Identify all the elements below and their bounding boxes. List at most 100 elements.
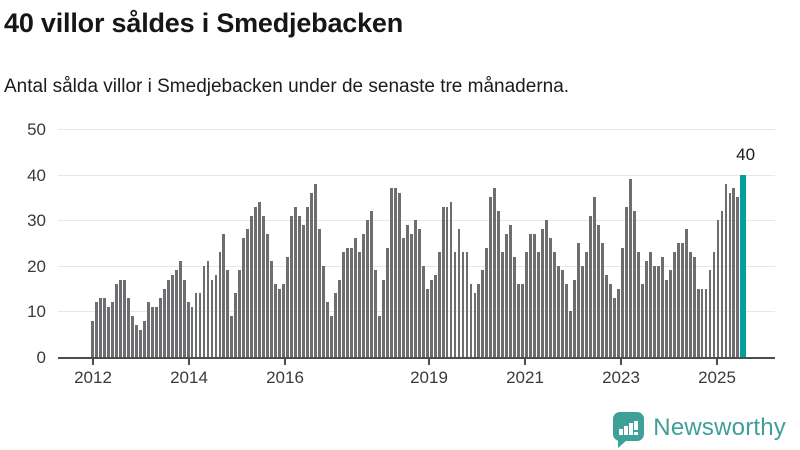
x-tick-label-2019: 2019 bbox=[410, 368, 448, 387]
bar bbox=[461, 252, 465, 357]
bar-series bbox=[91, 129, 747, 357]
bar bbox=[413, 220, 417, 357]
bar bbox=[664, 279, 668, 357]
bar bbox=[334, 293, 337, 357]
bar bbox=[684, 229, 688, 357]
bar bbox=[254, 206, 258, 357]
bar bbox=[632, 211, 636, 357]
bar bbox=[569, 311, 572, 357]
bar bbox=[122, 279, 126, 357]
x-tick-mark-2023 bbox=[620, 359, 622, 365]
bar bbox=[202, 265, 206, 357]
bar bbox=[437, 252, 441, 357]
bar bbox=[589, 215, 592, 357]
bar bbox=[349, 247, 353, 357]
bar bbox=[158, 297, 162, 357]
bar bbox=[636, 252, 640, 357]
x-tick-label-2023: 2023 bbox=[602, 368, 640, 387]
bar bbox=[226, 270, 230, 357]
bar bbox=[166, 279, 170, 357]
x-tick-mark-2021 bbox=[524, 359, 526, 365]
bar bbox=[585, 252, 588, 357]
bar bbox=[234, 293, 238, 357]
x-tick-label-2012: 2012 bbox=[74, 368, 112, 387]
bar bbox=[242, 238, 246, 357]
bar bbox=[266, 233, 270, 357]
bar bbox=[732, 188, 736, 357]
bar bbox=[652, 265, 656, 357]
bar bbox=[656, 265, 660, 357]
bar bbox=[529, 233, 533, 357]
bar bbox=[282, 284, 286, 357]
bar bbox=[290, 215, 294, 357]
bar bbox=[608, 284, 612, 357]
bar bbox=[238, 270, 242, 357]
bar bbox=[716, 220, 720, 357]
bar bbox=[246, 229, 250, 357]
bar bbox=[278, 288, 282, 357]
bar bbox=[154, 306, 158, 357]
bar bbox=[509, 224, 513, 357]
bar bbox=[102, 297, 106, 357]
bar bbox=[517, 284, 521, 357]
bar bbox=[601, 243, 604, 357]
bar bbox=[142, 320, 146, 357]
bar bbox=[174, 270, 178, 357]
bar bbox=[294, 206, 298, 357]
bar bbox=[541, 229, 545, 357]
gridline-50 bbox=[58, 129, 775, 130]
y-tick-label-10: 10 bbox=[27, 302, 46, 322]
bar bbox=[110, 302, 114, 357]
bar bbox=[310, 192, 314, 357]
bar bbox=[322, 265, 325, 357]
bar bbox=[549, 238, 553, 357]
bar bbox=[314, 183, 317, 357]
bar bbox=[624, 206, 628, 357]
bar bbox=[306, 206, 310, 357]
y-tick-label-30: 30 bbox=[27, 211, 46, 231]
bar bbox=[521, 284, 525, 357]
bar bbox=[94, 302, 98, 357]
bar bbox=[146, 302, 150, 357]
bar bbox=[346, 247, 349, 357]
bar bbox=[489, 197, 493, 357]
bar bbox=[545, 220, 549, 357]
bar bbox=[206, 261, 210, 357]
bar bbox=[453, 252, 457, 357]
highlighted-bar bbox=[740, 174, 746, 357]
bar bbox=[469, 284, 473, 357]
bar bbox=[138, 329, 142, 357]
bar bbox=[98, 297, 102, 357]
bar bbox=[557, 265, 561, 357]
bar bbox=[198, 293, 202, 357]
bar bbox=[457, 229, 461, 357]
bar bbox=[106, 306, 110, 357]
bar bbox=[445, 206, 449, 357]
bar bbox=[696, 288, 700, 357]
x-tick-mark-2012 bbox=[92, 359, 94, 365]
bar bbox=[597, 224, 600, 357]
bar bbox=[170, 274, 174, 357]
x-tick-label-2021: 2021 bbox=[506, 368, 544, 387]
bar bbox=[326, 302, 329, 357]
bar bbox=[561, 270, 565, 357]
bar bbox=[553, 252, 557, 357]
bar bbox=[688, 252, 692, 357]
bar bbox=[493, 188, 497, 357]
bar bbox=[501, 252, 505, 357]
bar bbox=[194, 293, 198, 357]
bar bbox=[513, 256, 517, 357]
bar bbox=[182, 279, 186, 357]
bar bbox=[628, 179, 632, 357]
bar bbox=[262, 215, 266, 357]
bar bbox=[318, 229, 321, 357]
x-tick-label-2025: 2025 bbox=[698, 368, 736, 387]
bar bbox=[250, 215, 254, 357]
x-axis-line bbox=[58, 357, 775, 359]
bar bbox=[477, 284, 481, 357]
bar bbox=[178, 261, 182, 357]
bar bbox=[672, 252, 676, 357]
bar bbox=[186, 302, 190, 357]
bar bbox=[270, 261, 274, 357]
bar bbox=[481, 270, 485, 357]
